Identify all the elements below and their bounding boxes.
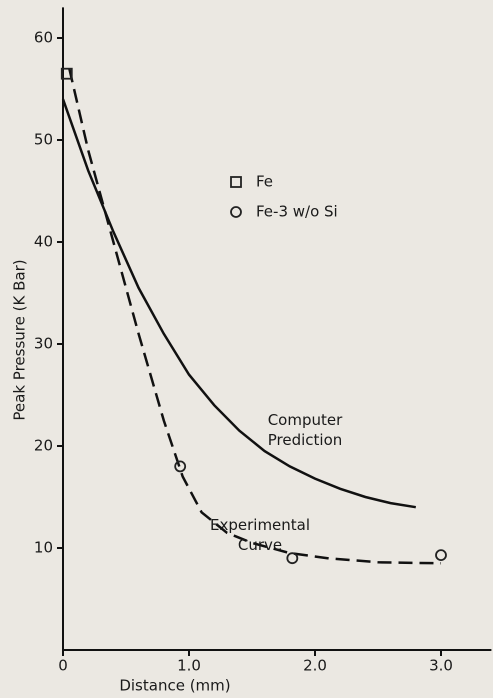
data-point xyxy=(174,460,187,473)
curve-label-box: Experimental Curve xyxy=(210,516,311,554)
curve-label-box: Computer Prediction xyxy=(267,411,343,449)
curve-label: Computer Prediction xyxy=(267,411,343,449)
legend-label: Fe xyxy=(256,173,273,191)
curve xyxy=(68,68,442,565)
legend-marker xyxy=(230,176,242,188)
x-tick-label: 3.0 xyxy=(429,657,453,675)
y-axis-label: Peak Pressure (K Bar) xyxy=(11,259,29,420)
data-point xyxy=(60,67,73,80)
y-tick-label: 20 xyxy=(34,437,53,455)
data-point xyxy=(286,552,299,565)
curve-label: Experimental Curve xyxy=(210,516,311,554)
y-tick-label: 30 xyxy=(34,335,53,353)
y-tick-label: 50 xyxy=(34,131,53,149)
curve xyxy=(61,98,416,509)
x-tick-label: 2.0 xyxy=(303,657,327,675)
y-tick-label: 40 xyxy=(34,233,53,251)
data-point xyxy=(435,549,447,562)
legend-label: Fe-3 w/o Si xyxy=(256,203,338,221)
x-tick-label: 1.0 xyxy=(177,657,201,675)
y-tick-label: 60 xyxy=(34,29,53,47)
x-axis-label: Distance (mm) xyxy=(119,677,230,695)
x-tick-label: 0 xyxy=(58,657,68,675)
y-tick-label: 10 xyxy=(34,539,53,557)
legend-marker xyxy=(230,206,242,218)
